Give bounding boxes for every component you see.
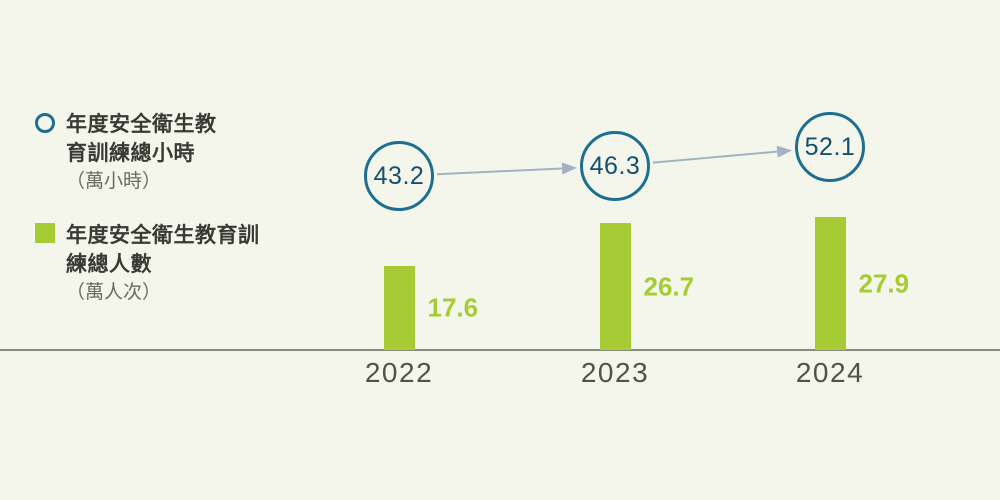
people-bar-2024	[814, 217, 846, 350]
circle-outline-icon	[35, 113, 55, 133]
legend-item-hours: 年度安全衛生教 育訓練總小時 （萬小時）	[35, 110, 260, 196]
legend-hours-text: 年度安全衛生教 育訓練總小時 （萬小時）	[66, 110, 217, 196]
x-axis-label-2023: 2023	[580, 357, 650, 388]
people-value-2023: 26.7	[643, 271, 695, 301]
legend-item-people: 年度安全衛生教育訓 練總人數 （萬人次）	[35, 221, 260, 307]
x-axis-label-2022: 2022	[364, 357, 434, 388]
people-value-2022: 17.6	[427, 292, 479, 323]
legend-people-line2: 練總人數	[66, 253, 152, 276]
hours-value-2023: 46.3	[589, 151, 641, 180]
x-axis-line	[0, 349, 1000, 351]
legend-hours-unit: （萬小時）	[66, 171, 162, 192]
people-bar-2022	[383, 266, 415, 350]
legend-people-text: 年度安全衛生教育訓 練總人數 （萬人次）	[66, 221, 260, 307]
hours-circle-2024: 52.1	[795, 112, 865, 182]
hours-circle-2022: 43.2	[364, 141, 434, 211]
people-bar-2023	[599, 223, 631, 350]
legend-people-line1: 年度安全衛生教育訓	[66, 224, 260, 247]
legend-hours-line1: 年度安全衛生教	[66, 113, 217, 136]
square-filled-icon	[35, 223, 55, 243]
people-value-2024: 27.9	[858, 268, 910, 298]
legend: 年度安全衛生教 育訓練總小時 （萬小時） 年度安全衛生教育訓 練總人數 （萬人次…	[35, 110, 260, 307]
x-axis-label-2024: 2024	[795, 357, 865, 388]
hours-circle-2023: 46.3	[580, 131, 650, 201]
legend-people-unit: （萬人次）	[66, 282, 162, 303]
hours-value-2024: 52.1	[804, 132, 856, 161]
hours-value-2022: 43.2	[373, 161, 425, 190]
legend-hours-line2: 育訓練總小時	[66, 142, 195, 165]
